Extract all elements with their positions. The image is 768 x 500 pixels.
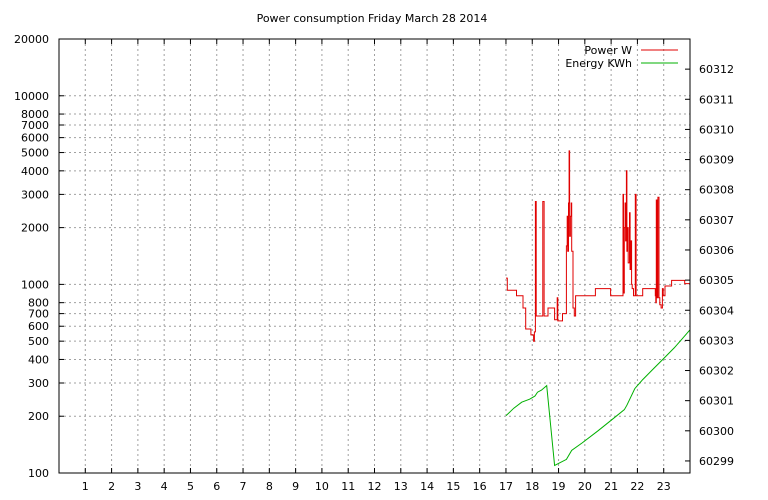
y-tick-label: 5000: [21, 147, 49, 160]
x-tick-label: 12: [368, 480, 382, 493]
y-tick-label: 6000: [21, 132, 49, 145]
y2-tick-label: 60303: [699, 334, 734, 347]
x-tick-label: 21: [604, 480, 618, 493]
y-tick-label: 2000: [21, 222, 49, 235]
legend-label-power: Power W: [584, 44, 632, 57]
y-tick-label: 600: [28, 320, 49, 333]
grid-layer: [59, 39, 690, 473]
x-tick-label: 20: [578, 480, 592, 493]
y-tick-label: 1000: [21, 278, 49, 291]
x-tick-label: 18: [525, 480, 539, 493]
x-tick-label: 13: [394, 480, 408, 493]
y2-tick-label: 60300: [699, 425, 734, 438]
y2-tick-label: 60312: [699, 63, 734, 76]
y2-tick-label: 60308: [699, 184, 734, 197]
y-tick-label: 100: [28, 467, 49, 480]
x-tick-label: 9: [292, 480, 299, 493]
y2-tick-label: 60302: [699, 365, 734, 378]
x-tick-label: 19: [552, 480, 566, 493]
y-tick-label: 500: [28, 335, 49, 348]
y-tick-label: 3000: [21, 188, 49, 201]
y2-tick-label: 60309: [699, 154, 734, 167]
x-tick-label: 3: [134, 480, 141, 493]
y-tick-label: 20000: [14, 33, 49, 46]
y-tick-label: 400: [28, 353, 49, 366]
x-tick-label: 1: [82, 480, 89, 493]
legend: Power W Energy KWh: [565, 44, 678, 70]
y-tick-label: 4000: [21, 165, 49, 178]
axis-layer: 1 2 3 4 5 6 7 8 9 10 11 12 13 14 15 16 17 18 19 20 21 22 23100…: [14, 33, 734, 493]
y2-tick-label: 60304: [699, 304, 734, 317]
x-tick-label: 23: [657, 480, 671, 493]
y2-tick-label: 60311: [699, 93, 734, 106]
y2-tick-label: 60299: [699, 455, 734, 468]
series-power-line: [506, 150, 690, 342]
x-tick-label: 16: [473, 480, 487, 493]
y-tick-label: 7000: [21, 119, 49, 132]
y2-tick-label: 60306: [699, 244, 734, 257]
x-tick-label: 2: [108, 480, 115, 493]
series-layer: [505, 150, 691, 467]
x-tick-label: 10: [315, 480, 329, 493]
x-tick-label: 6: [213, 480, 220, 493]
y2-tick-label: 60307: [699, 214, 734, 227]
y2-tick-label: 60310: [699, 123, 734, 136]
y2-tick-label: 60305: [699, 274, 734, 287]
x-tick-label: 15: [446, 480, 460, 493]
x-tick-label: 17: [499, 480, 513, 493]
x-tick-label: 14: [420, 480, 434, 493]
y2-tick-label: 60301: [699, 395, 734, 408]
x-tick-label: 11: [341, 480, 355, 493]
x-tick-label: 8: [266, 480, 273, 493]
y-tick-label: 700: [28, 308, 49, 321]
x-tick-label: 4: [161, 480, 168, 493]
y-tick-label: 800: [28, 297, 49, 310]
x-tick-label: 22: [630, 480, 644, 493]
y-tick-label: 200: [28, 410, 49, 423]
legend-label-energy: Energy KWh: [565, 57, 632, 70]
y-tick-label: 8000: [21, 108, 49, 121]
x-tick-label: 7: [240, 480, 247, 493]
series-energy-line: [505, 329, 691, 467]
y-tick-label: 300: [28, 377, 49, 390]
y-tick-label: 10000: [14, 90, 49, 103]
x-tick-label: 5: [187, 480, 194, 493]
chart-title: Power consumption Friday March 28 2014: [257, 12, 488, 25]
